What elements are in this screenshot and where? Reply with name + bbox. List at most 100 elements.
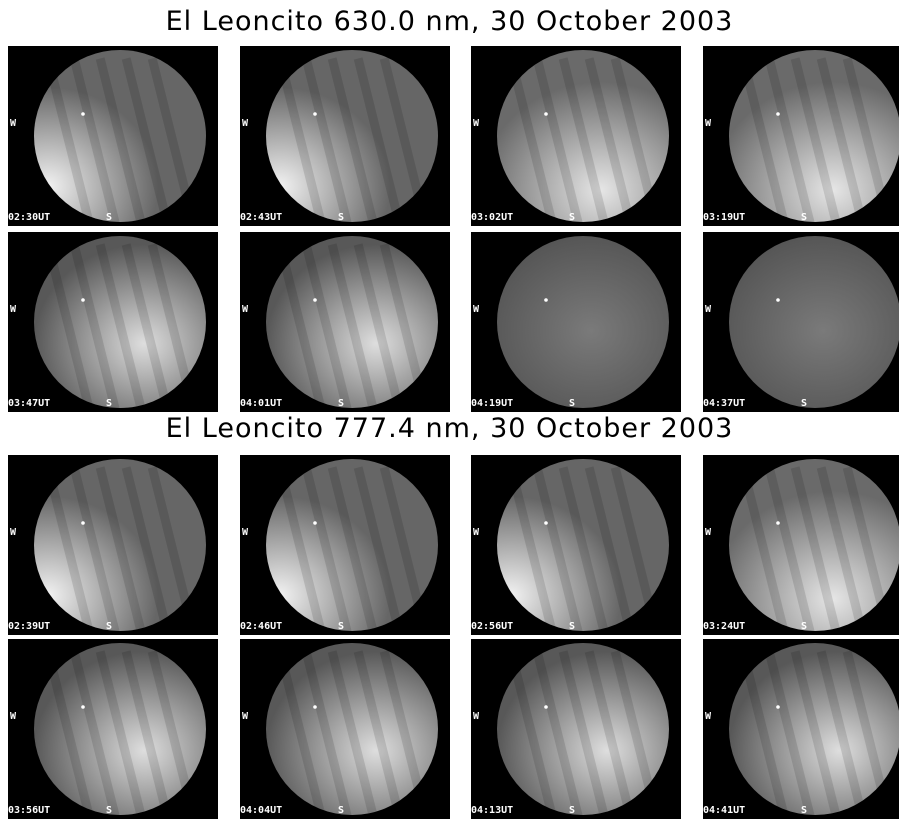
airglow-band	[379, 243, 430, 408]
all-sky-image-panel: W 04:37UT S	[703, 232, 899, 412]
airglow-band	[584, 466, 635, 631]
sky-image	[34, 236, 206, 408]
sky-disk	[266, 459, 438, 631]
airglow-band	[379, 466, 430, 631]
airglow-band	[121, 243, 172, 408]
south-direction-label: S	[106, 212, 113, 223]
airglow-band	[147, 57, 198, 222]
sky-image	[34, 643, 206, 815]
section-title-777nm: El Leoncito 777.4 nm, 30 October 2003	[165, 413, 734, 444]
south-direction-label: S	[569, 212, 576, 223]
timestamp-label: 03:47UT	[8, 398, 51, 409]
airglow-band	[69, 466, 120, 631]
south-direction-label: S	[338, 805, 345, 816]
south-direction-label: S	[801, 621, 808, 632]
south-direction-label: S	[801, 398, 808, 409]
star-dot	[544, 298, 548, 302]
sky-disk	[729, 50, 899, 222]
timestamp-label: 02:46UT	[240, 621, 283, 632]
airglow-band	[790, 57, 841, 222]
west-direction-label: W	[10, 527, 17, 538]
sky-image	[497, 643, 669, 815]
airglow-band	[353, 650, 404, 815]
airglow-band	[506, 650, 557, 815]
sky-disk	[497, 236, 669, 408]
airglow-band	[147, 466, 198, 631]
all-sky-image-panel: W 03:02UT S	[471, 46, 681, 226]
sky-image	[34, 50, 206, 222]
airglow-band	[738, 57, 789, 222]
airglow-band	[275, 650, 326, 815]
west-direction-label: W	[242, 118, 249, 129]
airglow-band	[43, 466, 94, 631]
airglow-band	[558, 466, 609, 631]
west-direction-label: W	[473, 118, 480, 129]
airglow-band	[69, 57, 120, 222]
sky-disk	[266, 50, 438, 222]
airglow-band	[43, 243, 94, 408]
all-sky-image-panel: W 03:47UT S	[8, 232, 218, 412]
airglow-band	[506, 57, 557, 222]
star-dot	[544, 112, 548, 116]
airglow-band	[764, 57, 815, 222]
sky-image	[497, 236, 669, 408]
timestamp-label: 02:39UT	[8, 621, 51, 632]
west-direction-label: W	[473, 711, 480, 722]
airglow-band	[816, 650, 867, 815]
airglow-band	[816, 57, 867, 222]
sky-disk	[497, 459, 669, 631]
airglow-band	[275, 243, 326, 408]
airglow-band	[842, 466, 893, 631]
all-sky-image-panel: W 04:41UT S	[703, 639, 899, 819]
timestamp-label: 03:56UT	[8, 805, 51, 816]
airglow-band	[327, 57, 378, 222]
airglow-band	[69, 650, 120, 815]
airglow-band	[558, 57, 609, 222]
sky-image	[729, 50, 899, 222]
airglow-band	[69, 243, 120, 408]
sky-disk	[497, 50, 669, 222]
airglow-band	[584, 650, 635, 815]
airglow-band	[301, 650, 352, 815]
airglow-band	[738, 466, 789, 631]
airglow-band	[275, 466, 326, 631]
airglow-band	[353, 466, 404, 631]
all-sky-image-panel: W 04:01UT S	[240, 232, 450, 412]
south-direction-label: S	[569, 621, 576, 632]
sky-disk	[34, 236, 206, 408]
section-title-630nm: El Leoncito 630.0 nm, 30 October 2003	[165, 6, 734, 37]
airglow-band	[764, 466, 815, 631]
west-direction-label: W	[705, 711, 712, 722]
sky-disk	[34, 643, 206, 815]
star-dot	[81, 705, 85, 709]
west-direction-label: W	[242, 711, 249, 722]
sky-image	[729, 643, 899, 815]
west-direction-label: W	[705, 304, 712, 315]
south-direction-label: S	[801, 805, 808, 816]
timestamp-label: 03:19UT	[703, 212, 746, 223]
airglow-band	[147, 650, 198, 815]
west-direction-label: W	[705, 118, 712, 129]
airglow-band	[532, 650, 583, 815]
star-dot	[313, 705, 317, 709]
airglow-band	[353, 243, 404, 408]
all-sky-image-panel: W 03:19UT S	[703, 46, 899, 226]
sky-image	[497, 459, 669, 631]
airglow-band	[301, 466, 352, 631]
timestamp-label: 03:24UT	[703, 621, 746, 632]
airglow-band	[532, 57, 583, 222]
south-direction-label: S	[569, 805, 576, 816]
west-direction-label: W	[10, 304, 17, 315]
airglow-band	[147, 243, 198, 408]
timestamp-label: 04:04UT	[240, 805, 283, 816]
star-dot	[776, 112, 780, 116]
sky-image	[729, 236, 899, 408]
airglow-band	[842, 57, 893, 222]
airglow-band	[816, 466, 867, 631]
star-dot	[776, 521, 780, 525]
west-direction-label: W	[473, 527, 480, 538]
airglow-band	[95, 57, 146, 222]
west-direction-label: W	[242, 527, 249, 538]
airglow-band	[43, 650, 94, 815]
all-sky-image-panel: W 04:04UT S	[240, 639, 450, 819]
